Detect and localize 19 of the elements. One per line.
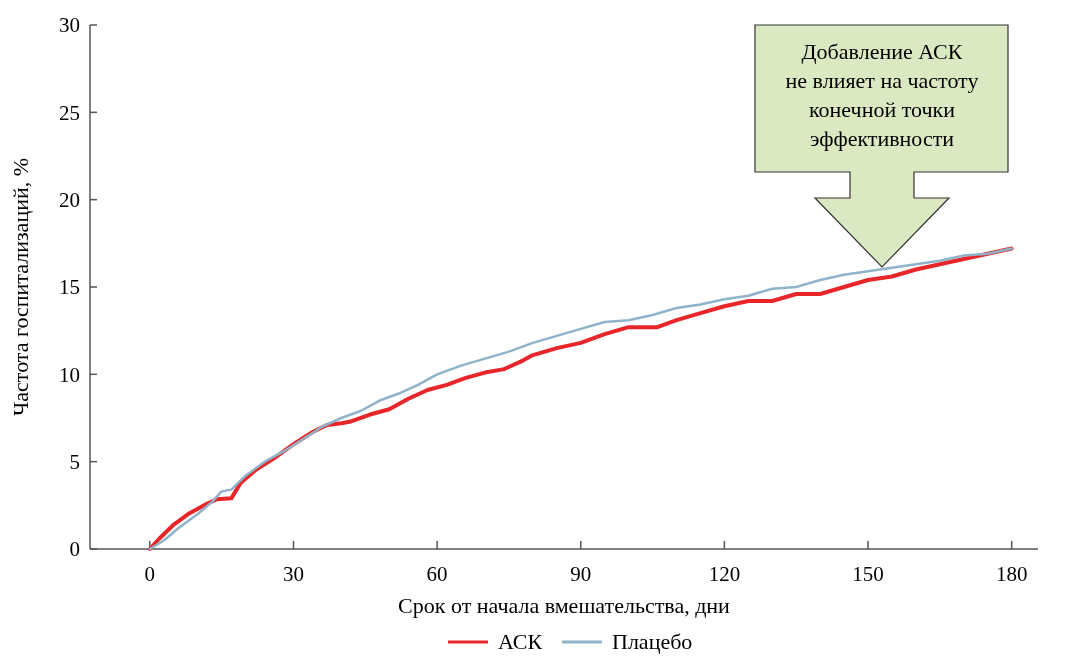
y-tick-label: 10 xyxy=(59,362,80,387)
x-tick-label: 30 xyxy=(282,562,304,586)
legend-label: Плацебо xyxy=(612,629,693,654)
legend-label: АСК xyxy=(498,629,543,654)
x-tick-label: 180 xyxy=(995,562,1028,586)
y-axis-title: Частота госпитализаций, % xyxy=(8,157,33,417)
x-tick-label: 90 xyxy=(570,562,592,586)
x-tick-label: 150 xyxy=(852,562,884,586)
x-axis-title: Срок от начала вмешательства, дни xyxy=(398,593,731,618)
y-tick-label: 30 xyxy=(59,13,80,38)
y-tick-label: 20 xyxy=(59,188,80,213)
x-tick-label: 60 xyxy=(426,562,448,586)
y-tick-label: 15 xyxy=(59,275,80,300)
y-tick-label: 25 xyxy=(59,100,80,125)
x-tick-label: 120 xyxy=(708,562,741,586)
annotation: Добавление АСК не влияет на частоту конечной точки эффективности xyxy=(785,39,979,151)
x-tick-label: 0 xyxy=(144,562,156,586)
y-tick-label: 0 xyxy=(69,537,80,562)
y-tick-label: 5 xyxy=(69,450,80,475)
